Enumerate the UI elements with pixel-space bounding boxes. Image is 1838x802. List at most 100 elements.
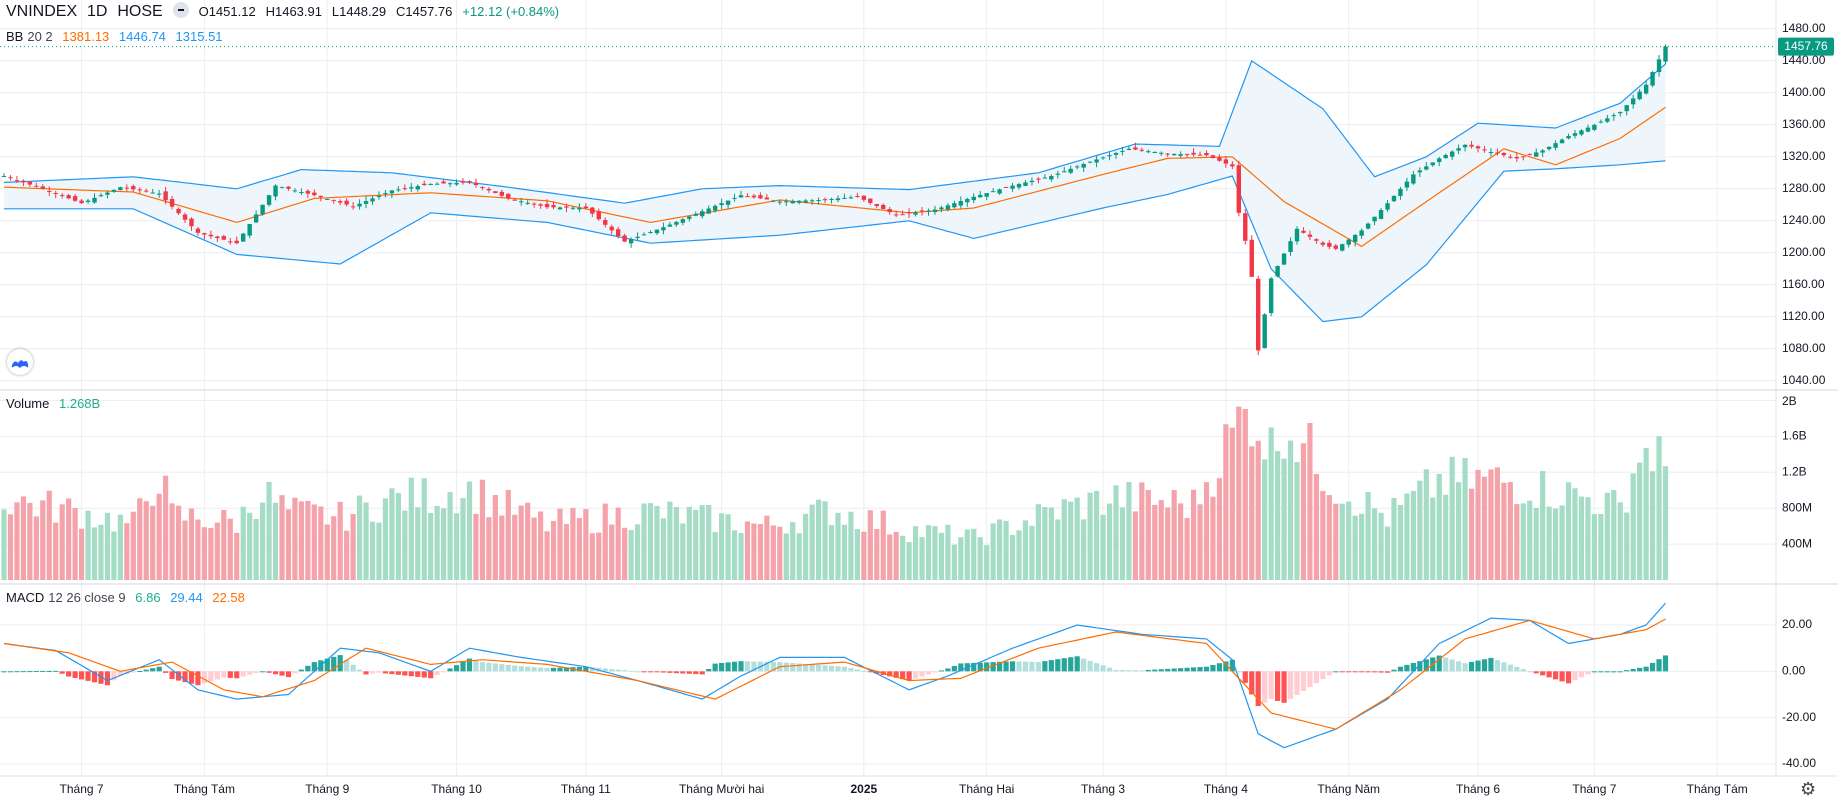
volume-bar — [828, 525, 835, 580]
volume-bar — [46, 490, 52, 580]
time-tick-label: Tháng 7 — [1572, 782, 1616, 796]
volume-bar — [512, 514, 518, 580]
macd-hist-bar — [1333, 671, 1339, 673]
volume-bar — [182, 520, 188, 580]
candle-body — [53, 193, 58, 195]
macd-hist-bar — [602, 668, 608, 672]
candle-body — [221, 236, 227, 240]
macd-hist-bar — [867, 671, 873, 673]
volume-bar — [415, 507, 421, 580]
candle-body — [1637, 91, 1642, 100]
macd-hist-bar — [906, 671, 912, 681]
macd-hist-bar — [143, 669, 149, 672]
macd-hist-bar — [1507, 664, 1513, 672]
macd-hist-bar — [221, 671, 227, 678]
volume-bar — [1643, 447, 1649, 580]
macd-hist-bar — [195, 671, 201, 686]
macd-hist-bar — [1048, 660, 1054, 672]
candle-body — [868, 198, 873, 203]
candle-body — [881, 204, 886, 210]
candle-body — [1611, 115, 1616, 117]
macd-hist-bar — [234, 671, 240, 679]
macd-hist-bar — [712, 663, 718, 672]
minus-circle-icon[interactable] — [172, 2, 189, 19]
macd-hist-bar — [1585, 671, 1591, 675]
candle-body — [1346, 239, 1351, 245]
volume-label: Volume — [6, 396, 50, 411]
volume-bar — [150, 505, 156, 580]
volume-bar — [544, 531, 550, 580]
volume-bar — [1397, 504, 1404, 580]
macd-hist-bar — [1223, 661, 1229, 672]
macd-hist-bar — [253, 671, 259, 674]
volume-bar — [537, 511, 544, 580]
macd-hist-bar — [1475, 660, 1481, 672]
tradingview-cloud-icon[interactable] — [7, 349, 33, 375]
volume-bar — [1074, 497, 1080, 580]
candle-body — [1042, 177, 1048, 179]
macd-hist-bar — [525, 666, 531, 672]
bb-legend[interactable]: BB 20 2 1381.13 1446.74 1315.51 — [6, 29, 229, 44]
macd-hist-bar — [395, 671, 401, 675]
volume-bar — [1624, 512, 1630, 580]
macd-hist-bar — [1275, 671, 1281, 701]
candle-body — [965, 198, 970, 203]
candle-body — [1275, 266, 1280, 277]
candle-body — [1618, 112, 1623, 114]
volume-bar — [615, 507, 621, 580]
volume-bar — [919, 537, 925, 580]
macd-hist-bar — [803, 663, 809, 672]
candle-body — [990, 191, 996, 193]
macd-hist-bar — [945, 668, 951, 672]
macd-hist-bar — [861, 670, 867, 672]
volume-bar — [634, 524, 641, 580]
volume-bar — [382, 498, 389, 580]
volume-bar — [557, 508, 563, 580]
time-tick-label: Tháng 3 — [1081, 782, 1125, 796]
macd-hist-bar — [673, 671, 679, 674]
candle-body — [1365, 223, 1371, 229]
interval-label[interactable]: 1D — [87, 3, 108, 20]
volume-bar — [1456, 482, 1462, 580]
candle-body — [8, 177, 13, 179]
macd-legend[interactable]: MACD 12 26 close 9 6.86 29.44 22.58 — [6, 590, 251, 605]
macd-hist-bar — [667, 671, 673, 673]
macd-hist-bar — [1145, 669, 1151, 672]
volume-bar — [848, 511, 854, 580]
macd-hist-bar — [925, 671, 932, 675]
volume-bar — [1346, 501, 1352, 580]
macd-hist-bar — [544, 668, 550, 672]
symbol-name[interactable]: VNINDEX — [6, 3, 78, 20]
bb-label: BB — [6, 29, 24, 44]
macd-hist-bar — [156, 666, 162, 672]
candle-body — [725, 200, 731, 205]
exchange-label: HOSE — [117, 3, 163, 20]
volume-bar — [958, 537, 964, 580]
macd-hist-bar — [1410, 662, 1416, 672]
candle-body — [939, 207, 944, 210]
gear-icon[interactable]: ⚙ — [1800, 779, 1817, 799]
macd-hist-bar — [1449, 659, 1455, 672]
macd-hist-bar — [305, 665, 311, 672]
candle-body — [1256, 278, 1261, 351]
macd-hist-bar — [363, 671, 369, 675]
volume-bar — [395, 492, 401, 580]
candle-body — [596, 211, 601, 220]
volume-bar — [1553, 508, 1559, 580]
volume-legend[interactable]: Volume 1.268B — [6, 396, 106, 411]
macd-hist-bar — [214, 671, 220, 680]
bb-upper-line — [3, 59, 1666, 204]
candle-body — [557, 207, 563, 210]
macd-hist-bar — [1171, 668, 1177, 672]
candle-body — [1624, 105, 1629, 112]
macd-hist-bar — [1029, 661, 1035, 672]
macd-hist-bar — [1035, 662, 1041, 672]
macd-hist-bar — [1022, 661, 1029, 672]
volume-bar — [337, 501, 343, 580]
macd-hist-bar — [828, 665, 835, 672]
volume-bar — [14, 502, 20, 580]
candle-body — [299, 192, 304, 193]
volume-bar — [1333, 503, 1339, 580]
